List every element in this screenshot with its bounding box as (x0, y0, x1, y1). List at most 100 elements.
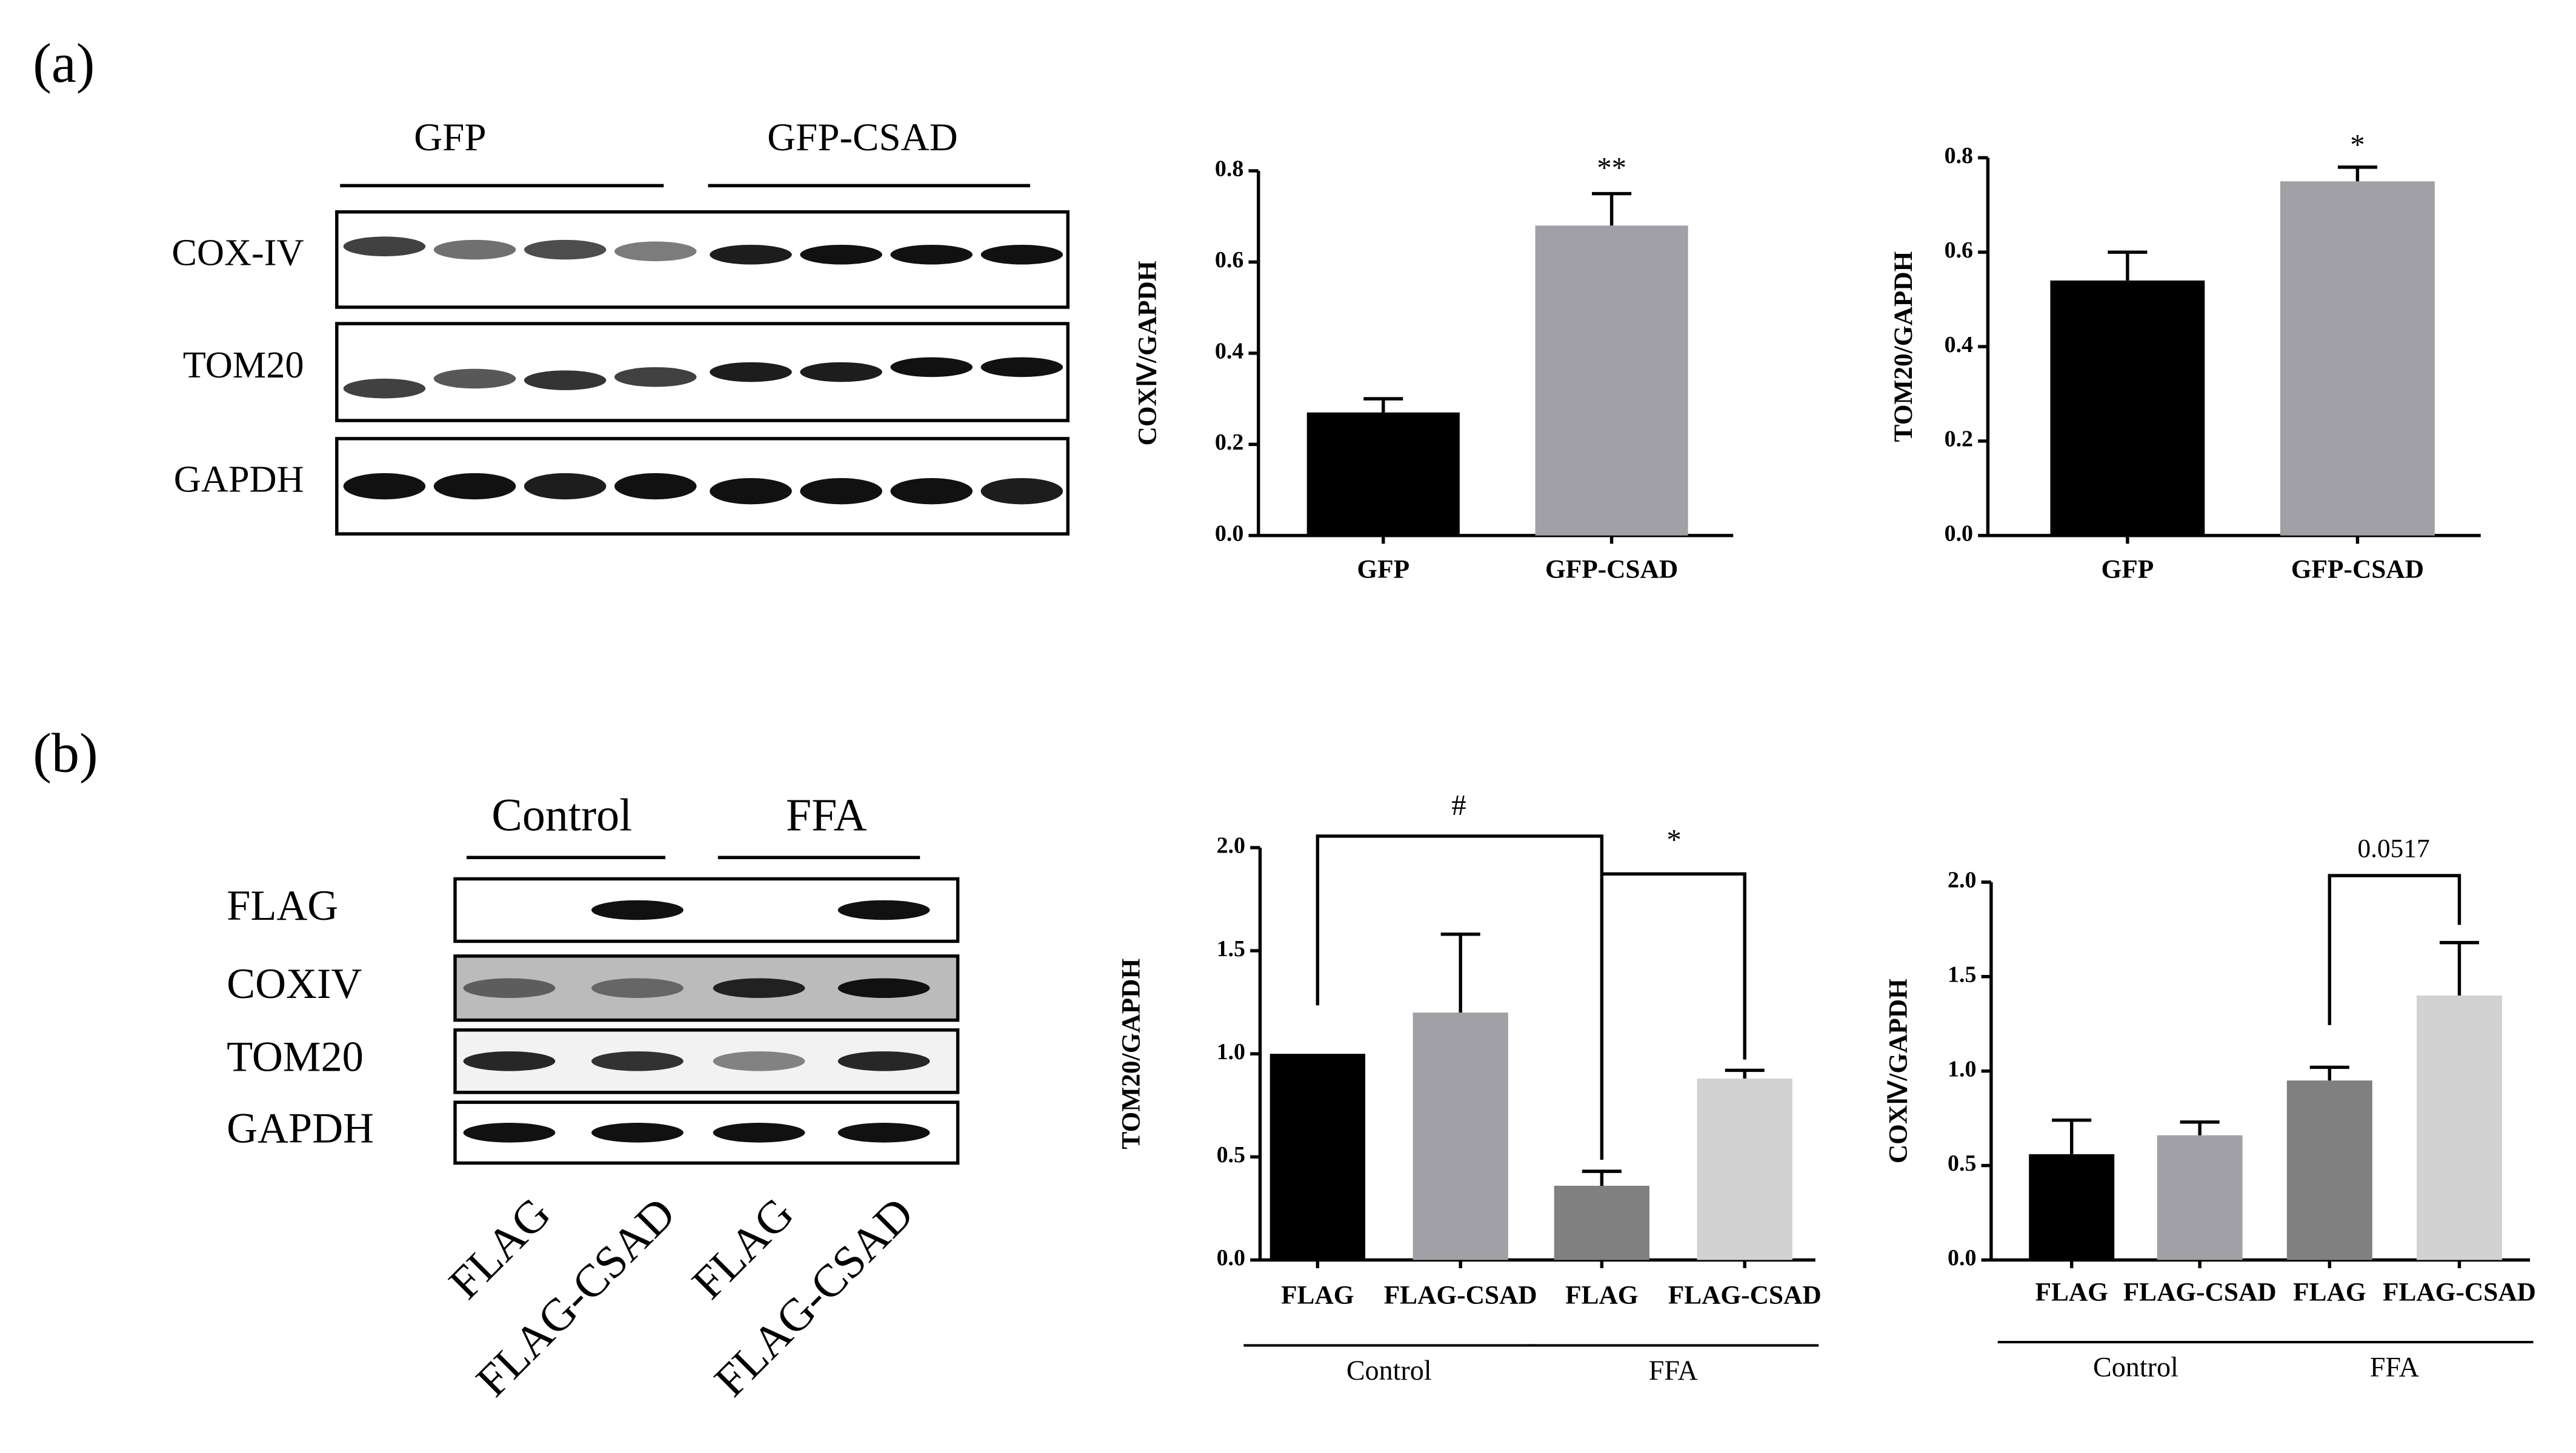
blot-band (713, 1123, 805, 1143)
blot-band (614, 367, 697, 387)
blot-band (837, 900, 930, 920)
annotation: * (1666, 823, 1681, 856)
error-bar (1440, 933, 1480, 1013)
bar (1697, 1079, 1792, 1260)
blot-band (837, 1051, 930, 1071)
x-tick-label: FLAG (2035, 1277, 2108, 1306)
blot-band (800, 362, 882, 382)
x-tick-label: FLAG (2293, 1277, 2366, 1306)
blot-band (890, 244, 973, 265)
blot-band (591, 900, 684, 920)
blot-group-label: Control (491, 790, 632, 840)
y-axis-title: COXⅣ/GAPDH (1884, 979, 1913, 1163)
bar (2280, 181, 2435, 536)
blot-row-label: COX-IV (171, 231, 304, 273)
y-axis-title: TOM20/GAPDH (1117, 959, 1146, 1149)
blot-row-label: FLAG (227, 882, 338, 929)
blot-band (591, 978, 684, 999)
blot-band (614, 473, 697, 500)
y-axis-title: TOM20/GAPDH (1889, 251, 1918, 442)
blot-band (463, 1051, 556, 1071)
x-tick-label: FLAG (1281, 1281, 1354, 1310)
error-bar (1725, 1068, 1765, 1079)
panel-label: (a) (33, 32, 95, 94)
blot-band (837, 978, 930, 999)
blot-band (710, 477, 792, 505)
annotation: # (1451, 789, 1466, 822)
error-bar (2052, 1119, 2092, 1154)
y-tick-label: 0.6 (1215, 247, 1243, 273)
y-tick-label: 0.4 (1215, 339, 1243, 364)
bar (2157, 1135, 2243, 1260)
y-tick-label: 2.0 (1217, 833, 1245, 859)
blot-band (343, 236, 426, 256)
y-tick-label: 0.6 (1945, 238, 1973, 263)
y-tick-label: 0.0 (1948, 1245, 1976, 1271)
blot-band (710, 244, 792, 265)
bracket (2328, 874, 2461, 1025)
blot-band (710, 362, 792, 382)
y-tick-label: 0.2 (1215, 430, 1243, 455)
y-tick-label: 1.0 (1948, 1056, 1976, 1082)
blot-band (980, 244, 1063, 265)
error-bar (2337, 165, 2377, 182)
error-bar (2309, 1065, 2349, 1081)
y-tick-label: 2.0 (1948, 868, 1976, 893)
y-tick-label: 0.0 (1217, 1245, 1245, 1271)
lane-label: FLAG (439, 1188, 561, 1309)
bar (2286, 1080, 2372, 1260)
y-tick-label: 0.5 (1217, 1142, 1245, 1168)
y-tick-label: 1.5 (1948, 962, 1976, 987)
blot-band (890, 357, 973, 377)
x-tick-label: GFP (1357, 554, 1409, 584)
blot-row-label: GAPDH (174, 458, 304, 500)
bar (1535, 225, 1688, 536)
y-tick-label: 0.5 (1948, 1151, 1976, 1176)
bar (1306, 412, 1460, 536)
bracket (1316, 834, 1604, 1160)
error-bar (2180, 1120, 2220, 1135)
blot-row-label: COXIV (227, 960, 362, 1008)
annotation: ** (1597, 151, 1626, 184)
error-bar (2439, 940, 2480, 996)
x-tick-label: FLAG-CSAD (1384, 1281, 1537, 1310)
bracket (1602, 872, 1746, 1060)
blot-band (433, 239, 516, 260)
blot-band (980, 477, 1063, 505)
bar (1413, 1012, 1508, 1260)
blot-band (614, 241, 697, 262)
blot-band (343, 378, 426, 399)
blot-group-label: GFP-CSAD (767, 116, 957, 159)
bar (2050, 280, 2205, 536)
y-tick-label: 1.5 (1217, 936, 1245, 962)
group-label: FFA (2370, 1352, 2419, 1383)
annotation: 0.0517 (2357, 834, 2429, 863)
x-tick-label: FLAG-CSAD (1668, 1281, 1822, 1310)
y-tick-label: 0.8 (1945, 143, 1973, 168)
blot-band (433, 368, 516, 389)
y-tick-label: 0.2 (1945, 427, 1973, 452)
blot-band (591, 1123, 684, 1143)
x-tick-label: GFP (2102, 554, 2154, 584)
x-tick-label: FLAG-CSAD (2123, 1277, 2277, 1306)
blot-group-label: FFA (786, 790, 867, 840)
blot-band (433, 473, 516, 500)
blot-band (800, 244, 882, 265)
blot-band (837, 1123, 930, 1143)
blot-band (343, 473, 426, 500)
blot-row-label: GAPDH (227, 1105, 374, 1152)
group-label: Control (2093, 1352, 2178, 1383)
blot-band (524, 370, 607, 390)
x-tick-label: FLAG-CSAD (2383, 1277, 2536, 1306)
blot-band (524, 473, 607, 500)
blot-band (463, 1123, 556, 1143)
bar (1270, 1054, 1365, 1260)
x-tick-label: GFP-CSAD (1545, 554, 1678, 584)
panel-label: (b) (33, 722, 98, 784)
blot-band (980, 357, 1063, 377)
error-bar (1582, 1169, 1622, 1186)
blot-band (890, 477, 973, 505)
y-tick-label: 0.4 (1945, 332, 1973, 357)
